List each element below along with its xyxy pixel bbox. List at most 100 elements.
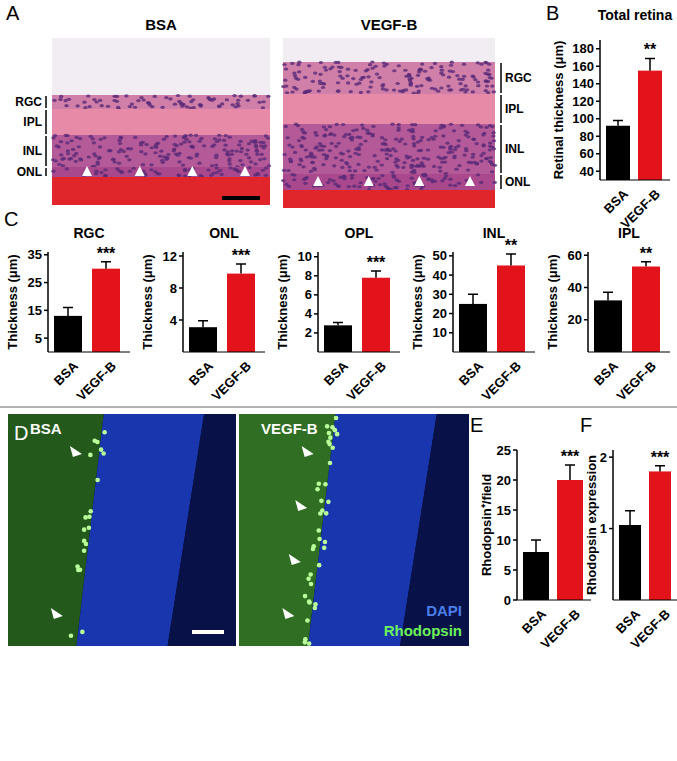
nucleus [462,75,466,78]
rhodopsin-cell [95,478,100,483]
rhodopsin-cell [326,440,331,445]
nucleus [117,139,121,142]
arrowhead [289,554,301,565]
nucleus [294,77,298,80]
nucleus [54,159,58,162]
rhodopsin-cell [307,599,312,604]
image-title: BSA [30,420,62,437]
nucleus [65,167,69,170]
nucleus [91,137,95,140]
rhodopsin-cell [309,582,314,587]
y-tick [584,319,588,321]
y-tick [513,539,517,541]
nucleus [347,185,351,188]
y-tick [596,101,600,103]
nucleus [457,182,461,185]
x-tick-label: VEGF-B [538,606,583,651]
rhodopsin-cell [322,546,327,551]
nucleus [355,136,359,139]
nucleus [183,169,187,172]
error-bar [101,262,111,269]
x-tick-label: VEGF-B [209,358,254,403]
nucleus [489,77,493,80]
nucleus [485,84,489,87]
nucleus [342,177,346,180]
nucleus [296,63,300,66]
nucleus [383,149,387,152]
arrowhead [414,176,424,186]
nucleus [401,166,405,169]
nucleus [462,63,466,66]
layer-label: ONL [505,175,530,189]
nucleus [381,142,385,145]
y-tick-label: 2 [305,325,312,340]
nucleus [258,158,262,161]
nucleus [486,73,490,76]
significance: *** [561,448,580,465]
retina-layer [52,109,270,135]
nucleus [486,69,490,72]
nucleus [439,145,443,148]
nucleus [471,138,475,141]
y-tick [44,310,48,312]
nucleus [309,151,313,154]
nucleus [102,136,106,139]
nucleus [139,143,143,146]
nucleus [179,142,183,145]
nucleus [349,137,353,140]
nucleus [183,135,187,138]
nucleus [78,157,82,160]
nucleus [481,144,485,147]
nucleus [370,134,374,137]
panel-letter: D [14,422,28,444]
nucleus [368,63,372,66]
nucleus [396,129,400,132]
nucleus [259,153,263,156]
nucleus [407,73,411,76]
nucleus [334,123,338,126]
nucleus [453,184,457,187]
nucleus [384,152,388,155]
nucleus [443,156,447,159]
bar [632,267,660,352]
rhodopsin-cell [307,600,312,605]
y-tick-label: 60 [568,248,582,263]
nucleus [446,85,450,88]
nucleus [298,157,302,160]
retina-layer [283,62,495,94]
y-tick-label: 20 [497,473,511,488]
nucleus [75,104,79,107]
nucleus [352,185,356,188]
nucleus [396,123,400,126]
y-tick [44,337,48,339]
panel-letter: E [470,414,483,436]
nucleus [370,177,374,180]
nucleus [149,168,153,171]
nucleus [429,136,433,139]
nucleus [227,157,231,160]
nucleus [388,149,392,152]
nucleus [190,145,194,148]
nucleus [198,174,202,177]
rhodopsin-cell [311,547,316,552]
nucleus [124,94,128,97]
dapi-region [400,414,469,646]
nucleus [300,145,304,148]
nucleus [262,100,266,103]
y-tick-label: 25 [497,443,511,458]
scale-bar [222,196,260,200]
bar [557,480,583,600]
x-tick-label: VEGF-B [614,358,659,403]
y-tick [596,153,600,155]
layer-label: INL [505,142,524,156]
nucleus [286,169,290,172]
nucleus [490,170,494,173]
nucleus [485,157,489,160]
nucleus [416,164,420,167]
nucleus [176,94,180,97]
nucleus [419,68,423,71]
nucleus [314,134,318,137]
nucleus [303,182,307,185]
nucleus [416,74,420,77]
nucleus [308,89,312,92]
